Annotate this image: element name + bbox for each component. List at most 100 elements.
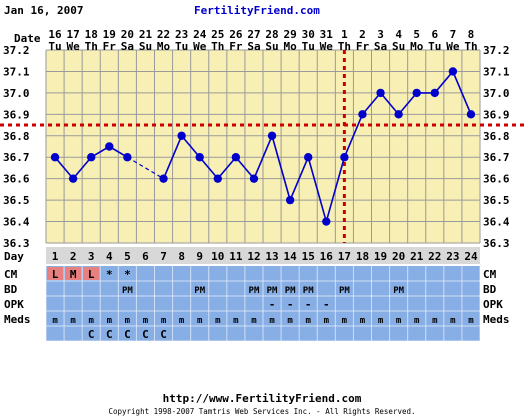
- date-number: 8: [468, 28, 475, 41]
- weekday-label: Fr: [356, 40, 370, 53]
- bd-cell: PM: [267, 286, 278, 296]
- date-number: 19: [103, 28, 116, 41]
- temp-line-segment: [379, 92, 400, 115]
- date-number: 26: [229, 28, 243, 41]
- bd-cell: PM: [285, 286, 296, 296]
- meds-cell: m: [107, 316, 113, 326]
- day-number: 11: [229, 250, 243, 263]
- temp-point: [358, 110, 367, 119]
- date-number: 3: [377, 28, 384, 41]
- opk-cell: -: [305, 298, 312, 311]
- temp-line-segment: [199, 156, 219, 180]
- y-tick-label-left: 37.2: [3, 44, 30, 57]
- y-tick-label-left: 36.4: [3, 216, 30, 229]
- temp-point: [430, 88, 439, 98]
- footer-copyright: Copyright 1998-2007 Tamtris Web Services…: [108, 407, 415, 416]
- date-number: 22: [157, 28, 170, 41]
- day-number: 5: [124, 250, 131, 263]
- temp-point: [304, 153, 313, 162]
- meds-cell: m: [197, 316, 203, 326]
- y-tick-label-right: 37.0: [483, 87, 510, 100]
- date-number: 2: [359, 28, 366, 41]
- temp-point: [159, 174, 168, 183]
- temp-line-segment: [54, 156, 74, 180]
- weekday-label: Mo: [284, 40, 298, 53]
- y-tick-label-right: 36.8: [483, 130, 510, 143]
- bd-cell: PM: [303, 286, 314, 296]
- weekday-label: We: [320, 40, 334, 53]
- day-number: 24: [464, 250, 478, 263]
- date-number: 25: [211, 28, 224, 41]
- row-label-cm-left: CM: [4, 268, 18, 281]
- temp-point: [394, 110, 403, 119]
- temp-point: [105, 142, 114, 151]
- bd-cell: PM: [194, 286, 205, 296]
- meds-cell: m: [378, 316, 384, 326]
- date-number: 30: [302, 28, 315, 41]
- y-tick-label-right: 36.9: [483, 108, 510, 121]
- temp-line-segment: [162, 135, 183, 179]
- row-label-meds-left: Meds: [4, 313, 31, 326]
- day-number: 2: [70, 250, 77, 263]
- weekday-label: Fr: [229, 40, 243, 53]
- cm-cell-highlight: [83, 267, 100, 280]
- meds-cell: m: [251, 316, 257, 326]
- date-number: 18: [85, 28, 98, 41]
- temp-line-segment: [325, 157, 346, 222]
- date-number: 23: [175, 28, 188, 41]
- temp-point: [340, 153, 349, 162]
- temp-point: [249, 174, 259, 183]
- y-tick-label-right: 36.4: [483, 216, 510, 229]
- temp-point: [322, 217, 331, 226]
- date-number: 17: [67, 28, 80, 41]
- temp-point: [466, 110, 476, 119]
- weekday-label: Tu: [302, 40, 315, 53]
- meds-cell: m: [143, 316, 149, 326]
- weekday-label: We: [67, 40, 81, 53]
- day-number: 12: [247, 250, 260, 263]
- weekday-label: Th: [464, 40, 477, 53]
- weekday-label: Th: [211, 40, 224, 53]
- weekday-label: Th: [338, 40, 351, 53]
- temp-line-segment: [235, 156, 255, 180]
- y-tick-label-left: 36.8: [3, 130, 30, 143]
- meds-cell: m: [125, 316, 131, 326]
- date-number: 7: [450, 28, 457, 41]
- day-number: 20: [392, 250, 405, 263]
- weekday-label: Fr: [103, 40, 117, 53]
- meds-cell: m: [161, 316, 167, 326]
- temp-line-segment: [253, 135, 273, 179]
- date-number: 1: [341, 28, 348, 41]
- bd-cell: PM: [122, 286, 133, 296]
- meds-cell: m: [233, 316, 239, 326]
- day-number: 22: [428, 250, 441, 263]
- y-tick-label-right: 36.3: [483, 237, 510, 250]
- row-label-day: Day: [4, 250, 24, 263]
- meds2-cell: C: [106, 328, 113, 341]
- day-number: 14: [284, 250, 298, 263]
- row-label-opk-left: OPK: [4, 298, 24, 311]
- meds-cell: m: [432, 316, 438, 326]
- temp-line-segment: [271, 135, 291, 201]
- meds-cell: m: [287, 316, 293, 326]
- meds-cell: m: [360, 316, 366, 326]
- temp-line-segment: [452, 71, 472, 115]
- weekday-label: Su: [139, 40, 152, 53]
- weekday-label: We: [193, 40, 207, 53]
- temp-point: [412, 88, 421, 98]
- temp-point: [68, 174, 78, 183]
- temp-point: [448, 67, 458, 76]
- y-tick-label-right: 36.7: [483, 151, 510, 164]
- meds-cell: m: [468, 316, 474, 326]
- meds-cell: m: [414, 316, 420, 326]
- temp-line-gap-segment: [127, 156, 164, 180]
- day-number: 19: [374, 250, 387, 263]
- date-number: 4: [395, 28, 402, 41]
- temp-point: [87, 153, 96, 162]
- day-number: 8: [178, 250, 185, 263]
- y-tick-label-right: 36.5: [483, 194, 510, 207]
- weekday-label: We: [446, 40, 460, 53]
- bd-cell: PM: [249, 286, 260, 296]
- temp-point: [213, 174, 222, 183]
